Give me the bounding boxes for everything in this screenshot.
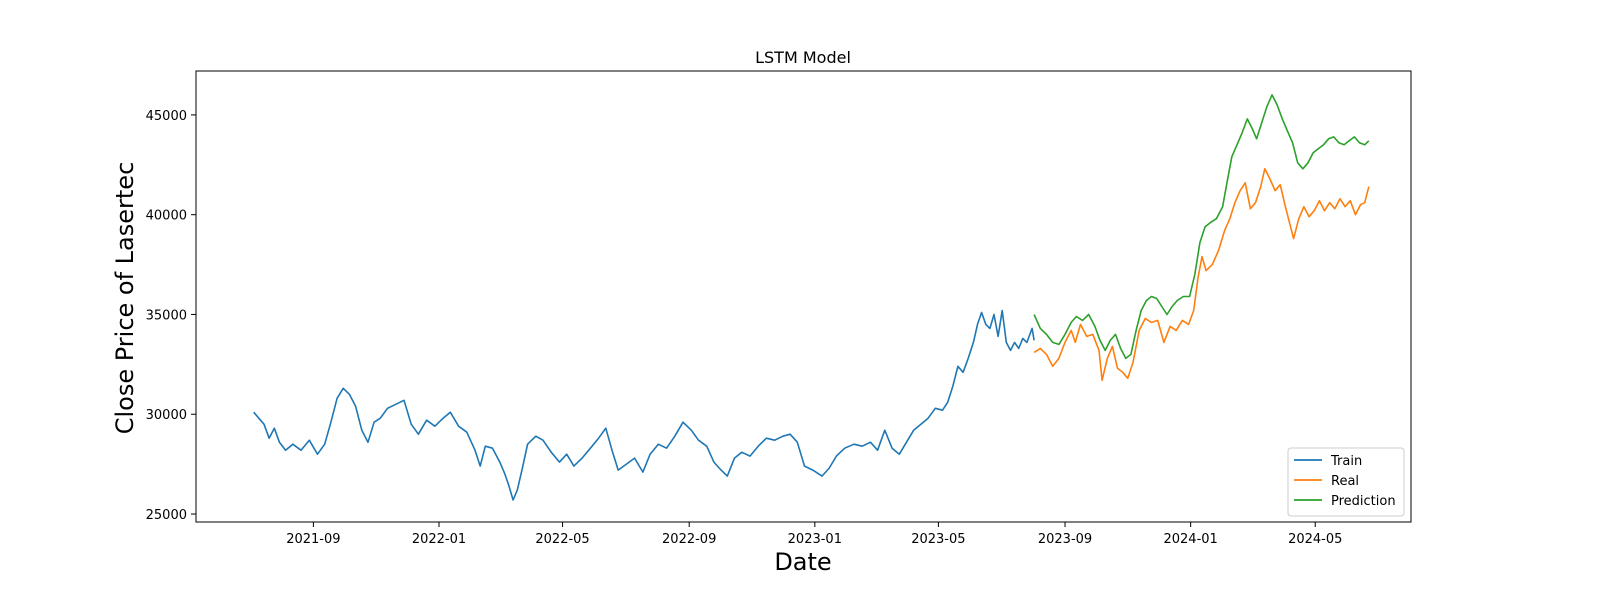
legend-label-train: Train — [1330, 454, 1362, 469]
x-tick-label: 2021-09 — [286, 532, 340, 547]
series-line-prediction — [1033, 94, 1370, 360]
x-tick-label: 2023-01 — [788, 532, 842, 547]
x-axis-label: Date — [774, 548, 831, 576]
y-tick-label: 40000 — [146, 209, 187, 224]
legend-box — [1287, 447, 1405, 517]
y-tick-label: 45000 — [146, 109, 187, 124]
series-line-real — [1033, 168, 1370, 382]
y-tick-label: 25000 — [146, 508, 187, 523]
chart-title: LSTM Model — [755, 48, 851, 67]
legend-label-real: Real — [1331, 474, 1359, 489]
series-layer — [253, 94, 1370, 501]
y-axis-label: Close Price of Lasertec — [111, 162, 139, 435]
x-tick-label: 2022-09 — [662, 532, 716, 547]
x-tick-label: 2024-01 — [1163, 532, 1217, 547]
x-tick-label: 2022-05 — [535, 532, 589, 547]
legend-label-prediction: Prediction — [1331, 494, 1396, 509]
y-axis-ticks: 25000 30000 35000 40000 45000 — [146, 109, 196, 523]
plot-area-frame — [195, 70, 1412, 523]
x-tick-label: 2024-05 — [1288, 532, 1342, 547]
y-tick-label: 30000 — [146, 408, 187, 423]
x-axis-ticks: 2021-09 2022-01 2022-05 2022-09 2023-01 2023-… — [286, 522, 1342, 547]
series-line-train — [253, 309, 1035, 501]
x-tick-label: 2022-01 — [412, 532, 466, 547]
y-tick-label: 35000 — [146, 308, 187, 323]
legend: Train Real Prediction — [1287, 447, 1405, 517]
x-tick-label: 2023-05 — [911, 532, 965, 547]
x-tick-label: 2023-09 — [1038, 532, 1092, 547]
